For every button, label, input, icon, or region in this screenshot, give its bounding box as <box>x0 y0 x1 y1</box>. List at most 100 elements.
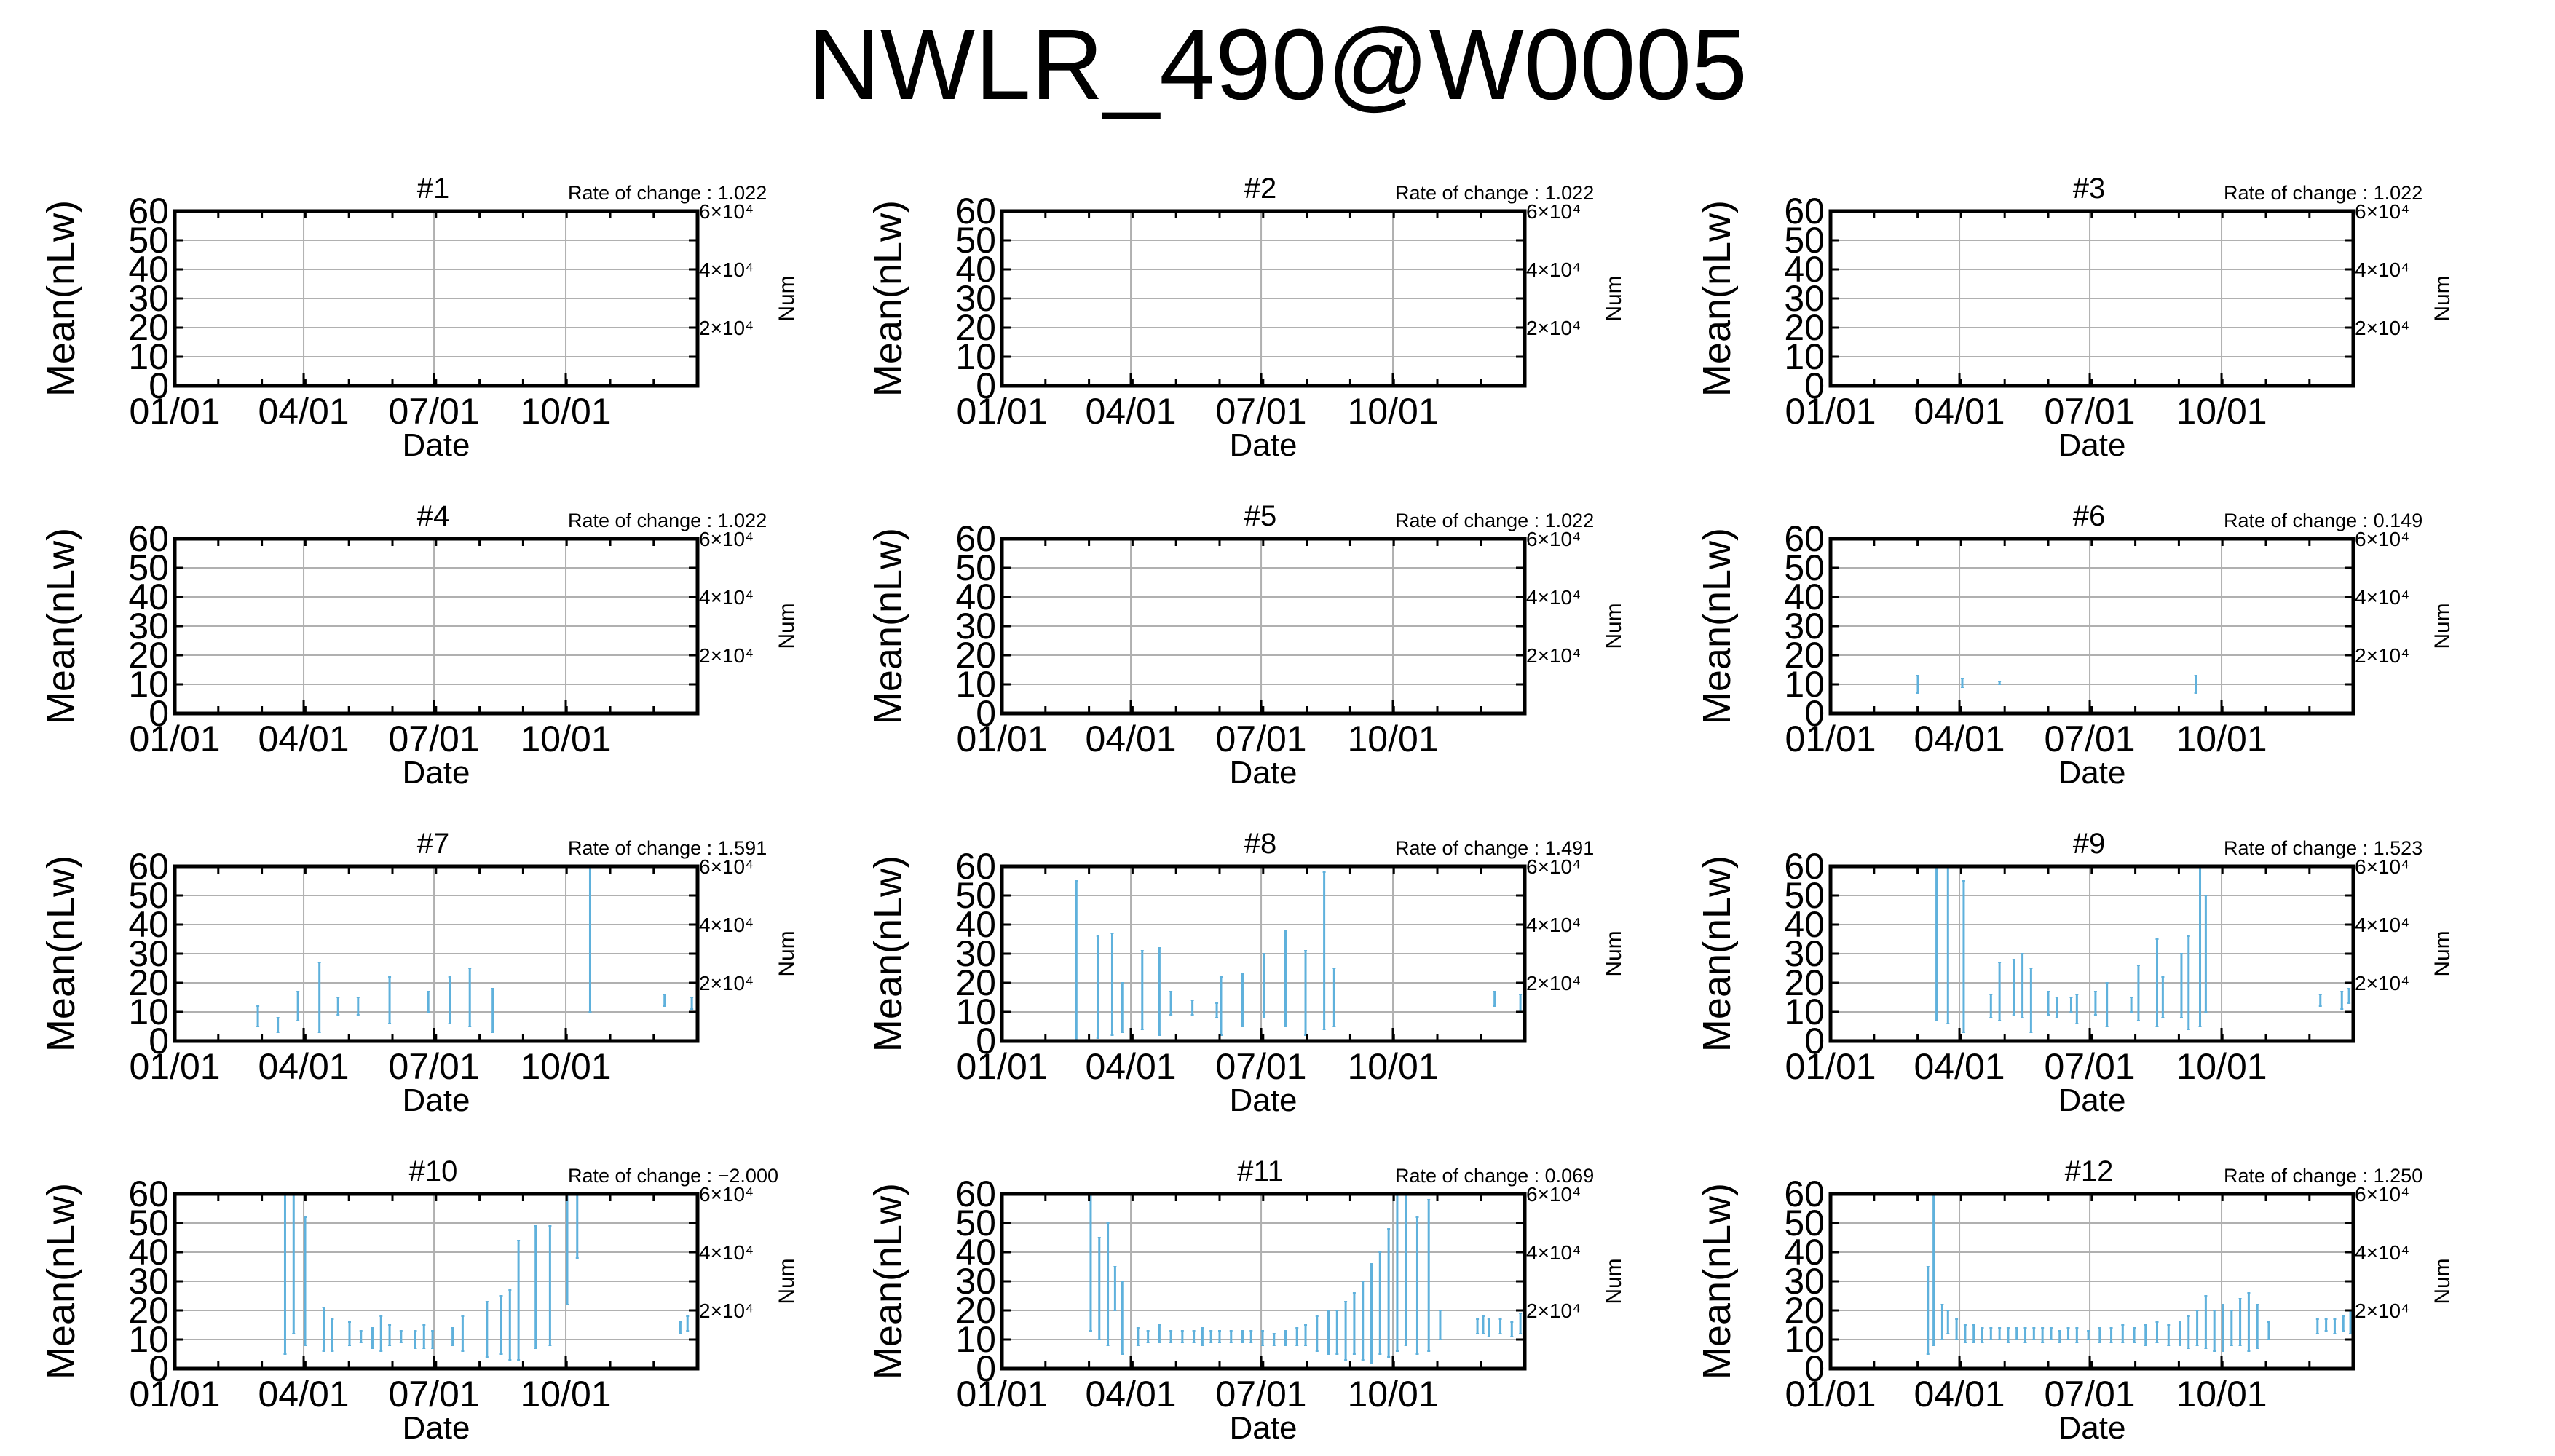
y2-tick-label: 4×10⁴ <box>1526 586 1581 609</box>
errorbar <box>2133 1327 2136 1343</box>
y-tick-label: 0 <box>1804 365 1825 406</box>
errorbar <box>2021 953 2024 1018</box>
panel-title: #7 <box>417 828 450 860</box>
errorbar <box>1096 935 1099 1039</box>
errorbar <box>1940 1304 1944 1340</box>
errorbar <box>1998 962 2002 1021</box>
errorbar <box>1261 1330 1265 1346</box>
y-tick-label: 10 <box>1784 664 1825 705</box>
errorbar <box>1361 1281 1365 1361</box>
rate-of-change-label: Rate of change : 1.591 <box>568 837 767 859</box>
panel-title: #11 <box>1237 1155 1284 1187</box>
y-tick-label: 60 <box>955 846 996 887</box>
errorbar <box>2238 1298 2242 1346</box>
y-tick-label: 60 <box>955 191 996 232</box>
x-tick-label: 01/01 <box>129 1046 220 1087</box>
errorbar <box>1972 1324 1975 1343</box>
y-tick-label: 20 <box>128 307 169 348</box>
errorbar <box>1215 1002 1219 1018</box>
errorbar <box>1110 933 1114 1036</box>
y-tick-label: 40 <box>955 249 996 290</box>
x-tick-label: 07/01 <box>388 391 479 432</box>
x-tick-label: 01/01 <box>129 1374 220 1415</box>
x-tick-label: 01/01 <box>956 719 1047 759</box>
y-tick-label: 30 <box>955 278 996 319</box>
x-tick-label: 10/01 <box>1347 1374 1438 1415</box>
errorbar <box>2075 994 2079 1024</box>
y-tick-label: 60 <box>955 518 996 559</box>
x-tick-label: 04/01 <box>258 391 349 432</box>
errorbar <box>1190 1000 1194 1016</box>
y-tick-label: 30 <box>955 606 996 646</box>
errorbar <box>1304 950 1308 1036</box>
x-tick-label: 01/01 <box>1785 391 1876 432</box>
y-tick-label: 60 <box>1784 846 1825 887</box>
y-tick-label: 40 <box>1784 904 1825 945</box>
errorbar <box>679 1321 682 1334</box>
y-tick-label: 20 <box>128 635 169 676</box>
y-axis-label: Mean(nLw) <box>1695 855 1739 1052</box>
x-tick-label: 07/01 <box>2044 391 2135 432</box>
y-tick-label: 0 <box>976 1021 996 1061</box>
panel-title: #8 <box>1244 828 1277 860</box>
errorbar <box>283 1193 287 1355</box>
y-tick-label: 30 <box>955 933 996 974</box>
y2-tick-label: 4×10⁴ <box>2355 258 2409 281</box>
rate-of-change-label: Rate of change : 1.022 <box>1395 182 1594 204</box>
x-axis-label: Date <box>1230 1083 1298 1118</box>
errorbar <box>422 1324 426 1349</box>
errorbar <box>1262 953 1265 1018</box>
y-tick-label: 0 <box>976 693 996 734</box>
panel-title: #5 <box>1244 500 1277 532</box>
errorbar <box>485 1301 489 1358</box>
y-tick-label: 20 <box>1784 962 1825 1003</box>
y-tick-label: 50 <box>1784 875 1825 916</box>
y-tick-label: 60 <box>128 518 169 559</box>
y-tick-label: 10 <box>128 664 169 705</box>
errorbar <box>1493 991 1496 1007</box>
errorbar <box>431 1330 435 1349</box>
x-tick-label: 04/01 <box>258 1046 349 1087</box>
errorbar <box>2144 1324 2147 1346</box>
y2-axis-label: Num <box>1602 603 1626 649</box>
errorbar <box>1946 866 1950 1024</box>
y-tick-label: 20 <box>128 1290 169 1331</box>
x-tick-label: 04/01 <box>1085 719 1176 759</box>
errorbar <box>427 991 430 1013</box>
x-axis-label: Date <box>1230 755 1298 791</box>
y2-axis-label: Num <box>2430 603 2455 649</box>
errorbar <box>1209 1330 1213 1343</box>
y2-tick-label: 4×10⁴ <box>699 914 754 936</box>
errorbar <box>1344 1301 1348 1361</box>
errorbar <box>1284 1330 1287 1346</box>
errorbar <box>1272 1333 1276 1346</box>
y-axis-label: Mean(nLw) <box>866 855 910 1052</box>
y2-tick-label: 2×10⁴ <box>699 644 754 667</box>
errorbar <box>2342 1315 2345 1332</box>
y-axis-label: Mean(nLw) <box>866 200 910 397</box>
rate-of-change-label: Rate of change : 1.022 <box>568 510 767 531</box>
y2-tick-label: 6×10⁴ <box>1526 200 1581 223</box>
y2-tick-label: 6×10⁴ <box>699 855 754 878</box>
errorbar <box>1498 1318 1502 1334</box>
y-tick-label: 0 <box>149 1021 169 1061</box>
errorbar <box>1981 1327 1984 1343</box>
x-tick-label: 04/01 <box>1085 1374 1176 1415</box>
y2-tick-label: 2×10⁴ <box>699 972 754 994</box>
errorbar <box>388 976 392 1024</box>
x-tick-label: 07/01 <box>2044 1374 2135 1415</box>
y-axis-label: Mean(nLw) <box>1695 1183 1739 1380</box>
y-tick-label: 0 <box>149 1348 169 1389</box>
y-tick-label: 60 <box>128 846 169 887</box>
errorbar <box>2041 1327 2045 1343</box>
y2-axis-label: Num <box>775 603 799 649</box>
errorbar <box>2221 1304 2224 1352</box>
errorbar <box>1387 1228 1391 1358</box>
y-axis-label: Mean(nLw) <box>39 1183 83 1380</box>
errorbar <box>1519 994 1523 1013</box>
errorbar <box>2349 1310 2353 1334</box>
errorbar <box>575 1193 579 1259</box>
errorbar <box>1295 1327 1299 1346</box>
